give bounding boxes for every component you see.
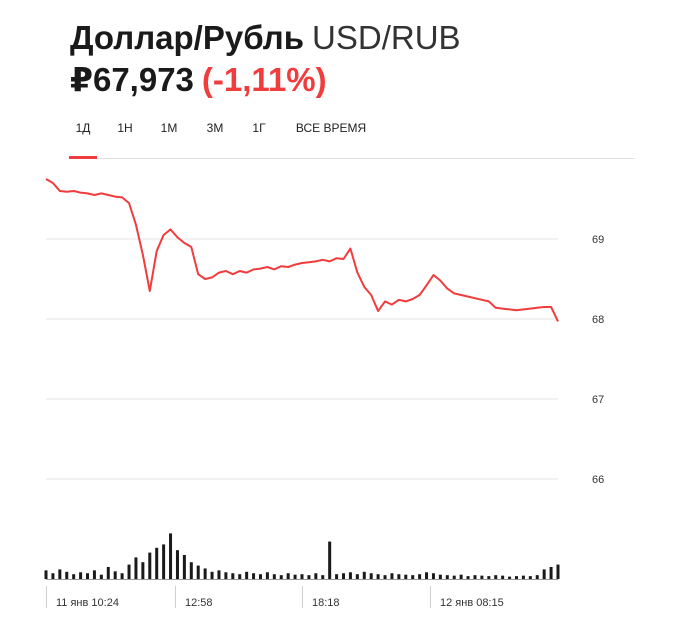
volume-bar: [238, 574, 242, 579]
y-tick-label: 69: [592, 234, 604, 246]
tab-1w[interactable]: 1Н: [117, 121, 133, 135]
price-change: (-1,11%): [201, 61, 327, 98]
period-tabs: 1Д 1Н 1М 3М 1Г ВСЕ ВРЕМЯ: [69, 118, 635, 159]
volume-bar: [162, 544, 166, 579]
volume-bar: [418, 574, 422, 579]
volume-bar: [245, 571, 249, 579]
current-price: ₽67,973: [70, 61, 194, 98]
tab-3m[interactable]: 3М: [206, 121, 224, 135]
x-tick-label: 12 янв 08:15: [440, 597, 504, 609]
volume-bar: [127, 564, 131, 579]
volume-bar: [141, 562, 145, 579]
volume-bar: [362, 571, 366, 579]
volume-bar: [521, 575, 525, 579]
tab-1m[interactable]: 1М: [160, 121, 178, 135]
volume-bar: [501, 575, 505, 579]
volume-bar: [99, 574, 103, 579]
volume-bar: [189, 562, 193, 579]
volume-bar: [252, 573, 256, 579]
tab-1d[interactable]: 1Д: [69, 118, 97, 159]
volume-bar: [494, 575, 498, 579]
volume-bar: [224, 572, 228, 579]
volume-bar: [528, 576, 532, 579]
x-tick-label: 12:58: [185, 597, 213, 609]
volume-bar: [508, 576, 512, 579]
tab-1y[interactable]: 1Г: [252, 121, 266, 135]
volume-bar: [390, 573, 394, 579]
volume-bar: [79, 572, 83, 579]
volume-bar: [335, 574, 339, 579]
price-line: [45, 178, 559, 322]
volume-bar: [425, 572, 429, 579]
volume-bar: [272, 574, 276, 579]
instrument-ticker: USD/RUB: [312, 19, 461, 56]
volume-bar: [106, 567, 110, 579]
price-row: ₽67,973 (-1,11%): [70, 60, 327, 100]
volume-bar: [286, 573, 290, 579]
volume-bar: [431, 573, 435, 579]
volume-bar: [92, 570, 96, 579]
volume-bar: [397, 574, 401, 579]
volume-bar: [148, 552, 152, 579]
volume-bar: [134, 557, 138, 579]
volume-bar: [542, 569, 546, 579]
volume-bar: [182, 555, 186, 579]
volume-bar: [556, 564, 560, 579]
volume-bar: [535, 575, 539, 579]
volume-bar: [355, 574, 359, 579]
volume-bar: [217, 570, 221, 579]
volume-bar: [113, 571, 117, 579]
volume-bar: [44, 570, 48, 579]
volume-bar: [265, 572, 269, 579]
volume-bar: [258, 574, 262, 579]
volume-bar: [279, 575, 283, 579]
volume-bar: [300, 574, 304, 579]
volume-bar: [473, 575, 477, 579]
volume-bar: [51, 573, 55, 579]
tab-all-time[interactable]: ВСЕ ВРЕМЯ: [295, 121, 367, 135]
volume-bar: [321, 575, 325, 579]
x-tick-label: 11 янв 10:24: [56, 597, 119, 609]
volume-bar: [196, 565, 200, 579]
volume-bar: [58, 569, 62, 579]
volume-bar: [231, 573, 235, 579]
volume-bar: [348, 572, 352, 579]
volume-bar: [314, 573, 318, 579]
volume-bar: [65, 571, 69, 579]
volume-bar: [452, 575, 456, 579]
volume-bar: [438, 574, 442, 579]
volume-bar: [342, 573, 346, 579]
instrument-name: Доллар/Рубль: [70, 19, 305, 56]
volume-bar: [411, 575, 415, 579]
volume-bar: [549, 567, 553, 579]
volume-bar: [175, 550, 179, 579]
volume-bar: [120, 573, 124, 579]
volume-bar: [86, 573, 90, 579]
volume-bar: [169, 533, 173, 579]
instrument-title: Доллар/Рубль USD/RUB: [70, 18, 461, 58]
volume-bar: [307, 575, 311, 579]
volume-bar: [376, 574, 380, 579]
volume-bar: [155, 547, 159, 579]
volume-bar: [293, 574, 297, 579]
y-tick-label: 66: [592, 474, 604, 486]
x-tick-label: 18:18: [312, 597, 340, 609]
volume-bar: [480, 575, 484, 579]
volume-bar: [328, 541, 332, 579]
volume-bar: [459, 574, 463, 579]
volume-bar: [72, 574, 76, 579]
volume-bar: [203, 568, 207, 579]
y-tick-label: 67: [592, 394, 604, 406]
volume-bar: [445, 575, 449, 579]
volume-bar: [514, 576, 518, 579]
volume-bar: [383, 575, 387, 579]
volume-bar: [210, 571, 214, 579]
volume-bar: [487, 576, 491, 579]
volume-bar: [466, 576, 470, 579]
volume-bar: [404, 574, 408, 579]
y-tick-label: 68: [592, 314, 604, 326]
volume-bar: [369, 573, 373, 579]
